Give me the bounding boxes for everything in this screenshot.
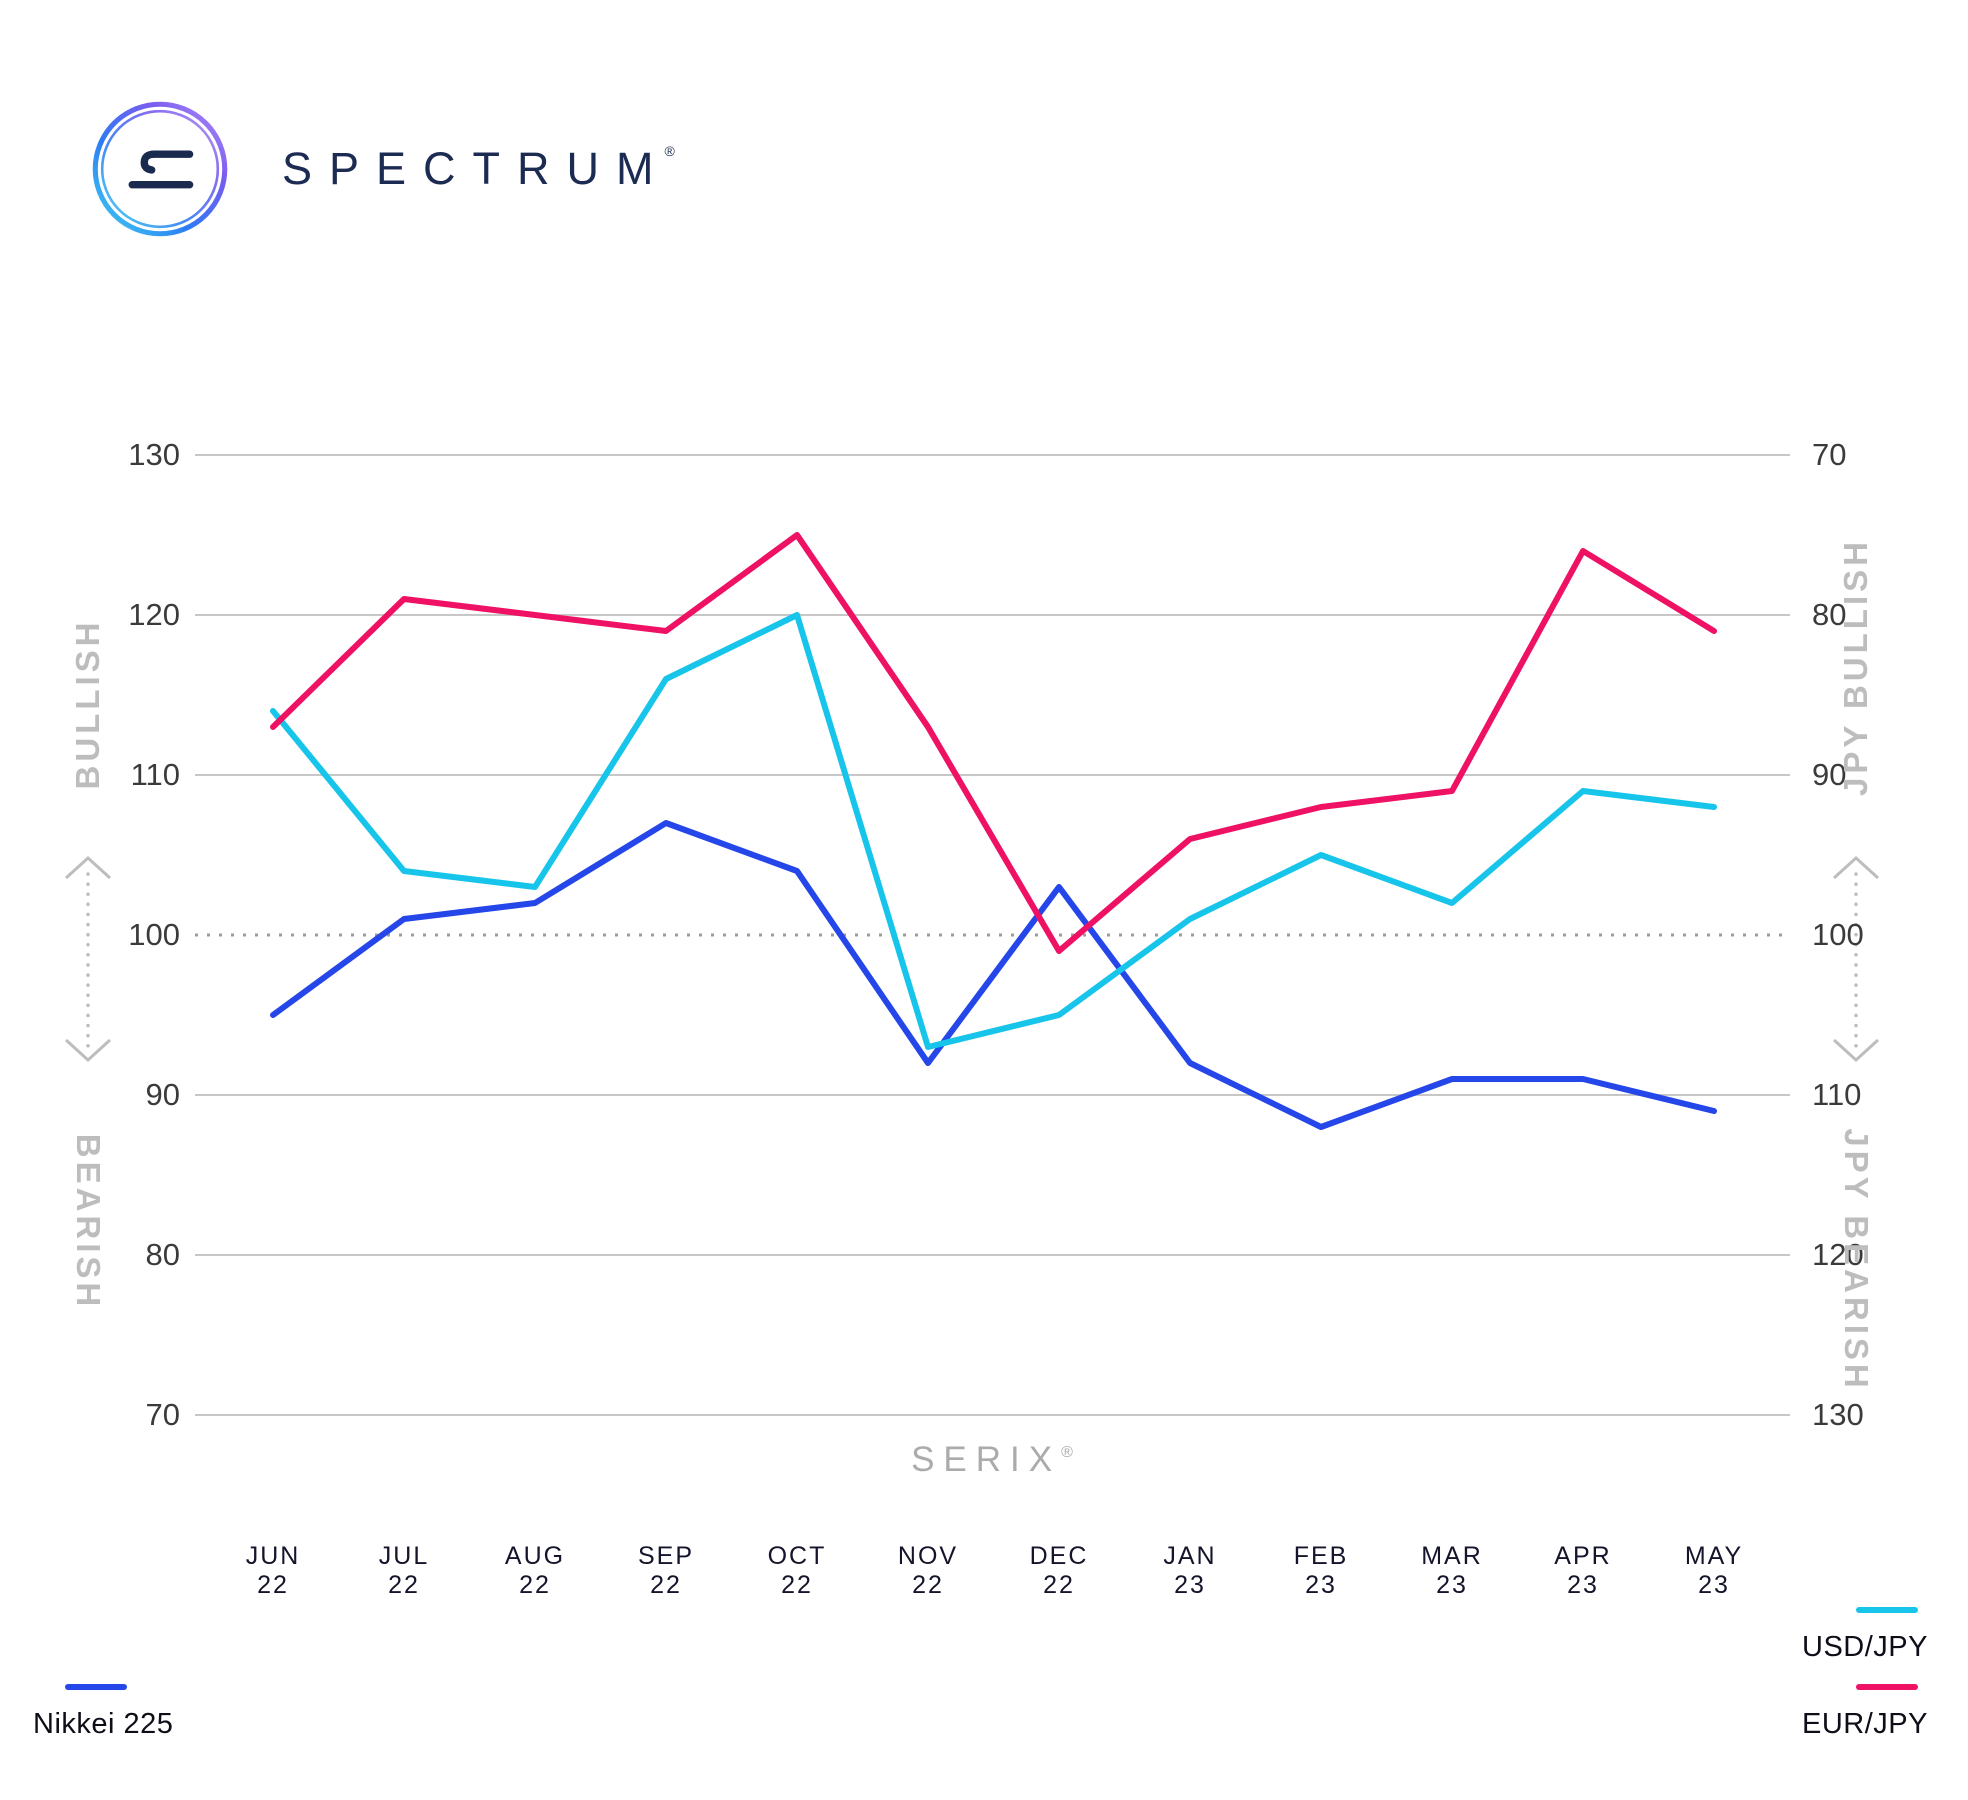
right-axis-tick-110: 110 — [1812, 1077, 1862, 1112]
month-label-feb-23: FEB 23 — [1293, 1542, 1349, 1599]
left-range-arrow — [64, 855, 112, 1063]
right-range-arrow — [1832, 855, 1880, 1063]
eur-jpy-swatch — [1856, 1684, 1918, 1690]
legend-usd-jpy: USD/JPY — [1728, 1607, 1928, 1664]
series-lines — [270, 532, 1717, 1130]
gridlines — [195, 454, 1790, 1416]
left-axis-bullish-label: BULLISH — [69, 618, 106, 790]
left-axis-tick-80: 80 — [145, 1237, 180, 1272]
month-label-mar-23: MAR 23 — [1421, 1542, 1483, 1599]
month-label-may-23: MAY 23 — [1684, 1542, 1744, 1599]
spectrum-logo-icon — [92, 101, 228, 237]
right-axis-tick-80: 80 — [1812, 597, 1847, 632]
month-label-apr-23: APR 23 — [1554, 1542, 1612, 1599]
left-axis-bearish-label: BEARISH — [70, 1133, 107, 1311]
left-axis-tick-110: 110 — [130, 757, 180, 792]
serix-registered-mark: ® — [1061, 1444, 1073, 1461]
month-label-jun-22: JUN 22 — [245, 1542, 301, 1599]
usd-jpy-label: USD/JPY — [1802, 1631, 1928, 1663]
right-axis-tick-70: 70 — [1812, 437, 1847, 472]
right-axis-tick-130: 130 — [1812, 1397, 1864, 1432]
right-axis-jpy-bearish-label: JPY BEARISH — [1838, 1128, 1875, 1392]
month-label-nov-22: NOV 22 — [897, 1542, 959, 1599]
registered-mark: ® — [664, 143, 675, 159]
left-axis-tick-100: 100 — [128, 917, 180, 952]
right-axis-tick-100: 100 — [1812, 917, 1864, 952]
left-axis-tick-90: 90 — [145, 1077, 180, 1112]
right-axis-jpy-bullish-label: JPY BULLISH — [1837, 538, 1874, 796]
month-label-dec-22: DEC 22 — [1029, 1542, 1089, 1599]
month-label-jul-22: JUL 22 — [378, 1542, 430, 1599]
usd-jpy-swatch — [1856, 1607, 1918, 1613]
logo: SPECTRUM® — [86, 94, 686, 244]
legend-nikkei-225: Nikkei 225 — [33, 1684, 173, 1741]
month-label-oct-22: OCT 22 — [767, 1542, 827, 1599]
left-axis-tick-130: 130 — [128, 437, 180, 472]
eur-jpy-label: EUR/JPY — [1802, 1708, 1928, 1740]
left-axis-tick-120: 120 — [128, 597, 180, 632]
brand-name: SPECTRUM® — [282, 143, 675, 194]
month-label-sep-22: SEP 22 — [637, 1542, 695, 1599]
series-line-usd-jpy — [270, 612, 1717, 1050]
month-label-aug-22: AUG 22 — [504, 1542, 566, 1599]
left-axis-tick-70: 70 — [145, 1397, 180, 1432]
series-line-nikkei-225 — [270, 820, 1717, 1130]
nikkei-225-label: Nikkei 225 — [33, 1708, 174, 1740]
series-line-eur-jpy — [270, 532, 1717, 954]
legend-eur-jpy: EUR/JPY — [1728, 1684, 1928, 1741]
right-axis-tick-90: 90 — [1812, 757, 1847, 792]
x-axis-title: SERIX® — [911, 1440, 1073, 1479]
logo-s-glyph — [128, 150, 194, 189]
month-label-jan-23: JAN 23 — [1163, 1542, 1217, 1599]
nikkei-225-swatch — [65, 1684, 127, 1690]
right-axis-tick-120: 120 — [1812, 1237, 1864, 1272]
